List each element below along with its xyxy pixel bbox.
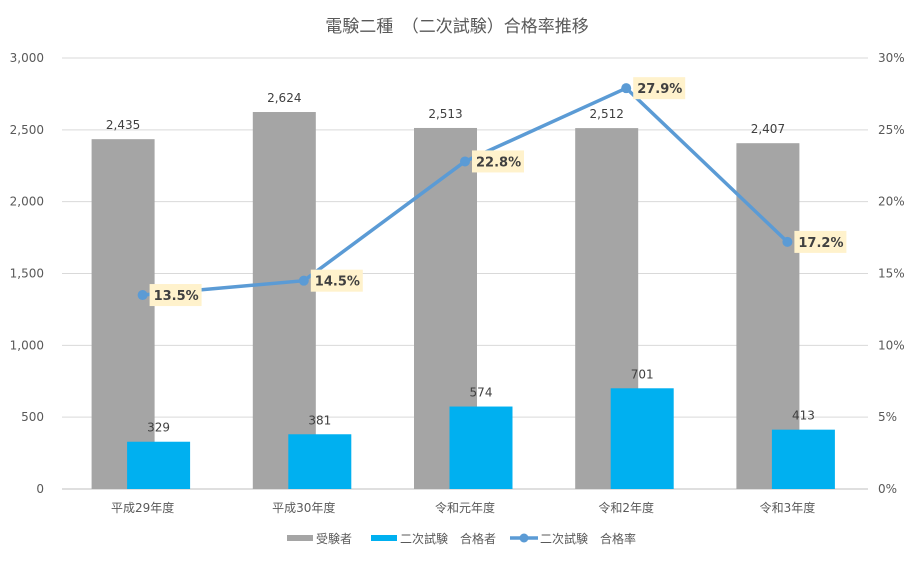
legend-label: 二次試験 合格率: [540, 531, 636, 546]
x-tick-label: 平成29年度: [111, 500, 174, 515]
x-tick-label: 令和3年度: [760, 500, 816, 515]
bar-data-label: 381: [308, 413, 331, 427]
bar-passers: [610, 388, 674, 489]
rate-data-label: 14.5%: [315, 275, 360, 290]
y-tick-label: 500: [21, 410, 44, 424]
rate-label-bg: [633, 77, 686, 100]
x-tick-label: 平成30年度: [272, 500, 335, 515]
rate-label-bg: [794, 230, 847, 253]
y2-tick-label: 25%: [878, 123, 905, 137]
y-tick-label: 2,500: [10, 123, 44, 137]
bar-data-label: 701: [631, 367, 654, 381]
rate-data-label: 17.2%: [798, 236, 843, 251]
y2-tick-label: 5%: [878, 410, 897, 424]
rate-marker: [137, 290, 148, 301]
rate-data-label: 27.9%: [637, 82, 682, 97]
bar-data-label: 2,435: [106, 118, 140, 132]
bar-examinees: [91, 139, 155, 489]
y2-tick-label: 20%: [878, 195, 905, 209]
rate-marker: [298, 275, 309, 286]
y-tick-label: 0: [36, 482, 44, 496]
rate-data-label: 22.8%: [476, 155, 521, 170]
bar-passers: [288, 434, 352, 489]
rate-data-label: 13.5%: [154, 289, 199, 304]
bar-data-label: 2,512: [590, 107, 624, 121]
rate-marker: [621, 83, 632, 94]
y2-tick-label: 10%: [878, 338, 905, 352]
bar-passers: [127, 441, 191, 489]
bar-passers: [449, 406, 513, 489]
y-tick-label: 3,000: [10, 51, 44, 65]
rate-marker: [782, 236, 793, 247]
legend-marker-rate: [519, 533, 529, 543]
bar-data-label: 2,624: [267, 91, 301, 105]
y-tick-label: 2,000: [10, 195, 44, 209]
bar-data-label: 574: [470, 386, 493, 400]
chart-title: 電験二種 （二次試験）合格率推移: [325, 17, 589, 37]
bar-data-label: 2,407: [751, 122, 785, 136]
y2-tick-label: 15%: [878, 267, 905, 281]
legend-swatch-passers: [371, 535, 397, 541]
rate-label-bg: [149, 284, 202, 307]
rate-marker: [460, 156, 470, 167]
x-tick-label: 令和元年度: [435, 500, 495, 515]
x-tick-label: 令和2年度: [598, 500, 654, 515]
rate-label-bg: [472, 150, 524, 173]
bar-examinees: [252, 112, 316, 489]
legend-swatch-examinees: [287, 535, 313, 541]
legend-label: 受験者: [316, 531, 352, 546]
bar-data-label: 329: [147, 421, 170, 435]
legend-label: 二次試験 合格者: [400, 531, 496, 546]
y2-tick-label: 0%: [878, 482, 897, 496]
y-tick-label: 1,000: [10, 338, 44, 352]
bar-passers: [771, 429, 835, 489]
y-tick-label: 1,500: [10, 267, 44, 281]
bar-data-label: 413: [792, 409, 815, 423]
rate-label-bg: [310, 269, 363, 292]
y2-tick-label: 30%: [878, 51, 905, 65]
bar-data-label: 2,513: [428, 107, 462, 121]
